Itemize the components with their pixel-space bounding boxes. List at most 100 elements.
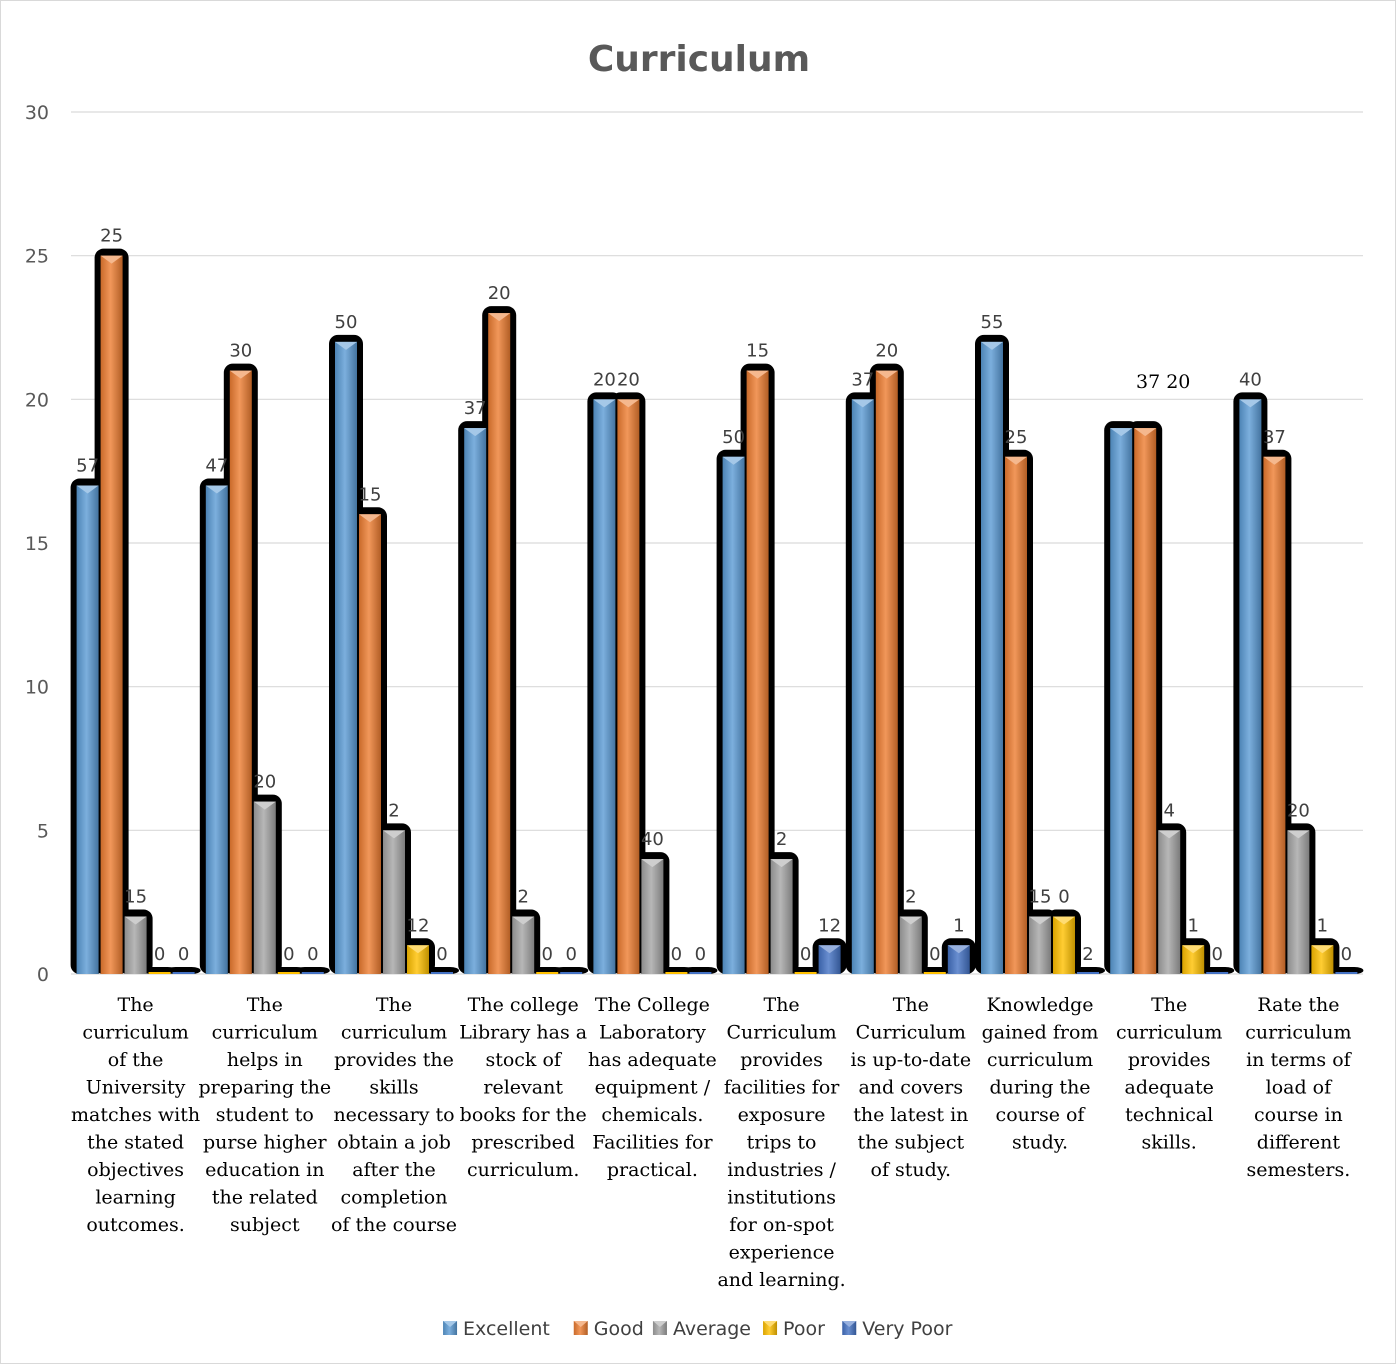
bar-bevel [1005, 456, 1027, 465]
category-label-line: The [893, 994, 929, 1016]
bar-good [1263, 456, 1286, 974]
category-label-line: facilities for [724, 1077, 840, 1099]
category-label-line: the stated [87, 1132, 184, 1154]
data-label: 20 [875, 341, 898, 362]
bar-poor [794, 972, 817, 974]
data-label: 0 [436, 944, 447, 965]
category-group: 55 25 15 0 2 Knowledge gained from curriculum du… [975, 312, 1105, 1154]
bar-very-poor [431, 972, 453, 974]
bar-bevel [1263, 456, 1286, 465]
data-label: 1 [953, 915, 964, 936]
category-label-line: learning [95, 1187, 175, 1209]
bar-bevel [899, 916, 922, 925]
bar-good [746, 370, 769, 975]
category-label-line: institutions [727, 1187, 836, 1209]
category-label-line: The College [595, 994, 710, 1016]
category-label-line: Library has a [459, 1022, 587, 1044]
legend-swatch-bevel [763, 1321, 778, 1327]
bar-average [253, 801, 276, 974]
category-group: 40 37 20 10 Rate the curriculum in terms of loa… [1233, 369, 1364, 1181]
bar-poor [277, 972, 300, 974]
data-label: 37 [464, 398, 487, 419]
data-label: 15 [359, 484, 382, 505]
data-label: 37 20 [1136, 371, 1190, 393]
category-label-line: completion [341, 1187, 448, 1209]
bar-bevel [746, 370, 769, 379]
category-label-line: curriculum [82, 1022, 188, 1044]
legend-swatch-bevel [573, 1321, 588, 1327]
bar-good [100, 255, 123, 974]
category-label-line: study. [1012, 1132, 1068, 1154]
bar-poor [1311, 945, 1334, 974]
data-label: 0 [1341, 944, 1352, 965]
data-label: 20 [617, 369, 640, 390]
data-label: 0 [671, 944, 682, 965]
bar-good [1134, 428, 1157, 975]
category-label-line: provides [1128, 1049, 1211, 1071]
category-label-line: adequate [1125, 1077, 1214, 1099]
bar-average [770, 859, 793, 974]
bar-excellent [335, 341, 357, 974]
bar-average [512, 916, 535, 974]
category-label-line: for on-spot [729, 1214, 834, 1236]
category-label-line: course of [996, 1104, 1087, 1126]
data-label: 0 [1211, 944, 1222, 965]
bar-excellent [851, 399, 874, 974]
bar-poor [148, 972, 171, 974]
data-label: 1 [1187, 915, 1198, 936]
category-label-line: purse higher [203, 1132, 327, 1154]
bar-bevel [383, 830, 405, 839]
category-label-line: different [1257, 1132, 1341, 1154]
data-label: 57 [76, 456, 99, 477]
category-label-line: is up-to-date [851, 1049, 972, 1071]
data-label: 37 [851, 369, 874, 390]
data-label: 0 [541, 944, 552, 965]
data-label: 0 [800, 944, 811, 965]
legend-item: Excellent [443, 1318, 550, 1340]
bar-bevel [1110, 428, 1133, 437]
category-group: 4 10 The curriculum provides adequate technica… [1104, 421, 1235, 1154]
data-label: 40 [1239, 369, 1262, 390]
bar-good [488, 313, 511, 975]
data-label: 2 [1082, 944, 1093, 965]
bar-bevel [1053, 916, 1075, 925]
category-label-line: experience [729, 1242, 835, 1264]
category-label-line: curriculum. [467, 1159, 579, 1181]
category-label-line: The [764, 994, 800, 1016]
data-label: 50 [335, 312, 358, 333]
category-label-line: industries / [727, 1159, 836, 1181]
data-label: 2 [517, 887, 528, 908]
data-label: 15 [746, 341, 769, 362]
bar-poor [1182, 945, 1205, 974]
y-tick-label: 30 [25, 102, 49, 124]
data-label: 4 [1163, 800, 1174, 821]
legend-item: Very Poor [842, 1318, 953, 1340]
category-label-line: The college [468, 994, 579, 1016]
data-label: 37 [1263, 427, 1286, 448]
data-label: 20 [488, 283, 511, 304]
bar-bevel [947, 945, 970, 954]
y-tick-label: 5 [37, 820, 49, 842]
bar-poor [1053, 916, 1075, 974]
bar-excellent [722, 456, 745, 974]
category-label-line: of study. [871, 1159, 952, 1181]
bar-bevel [818, 945, 841, 954]
bar-bevel [770, 859, 793, 868]
bar-good [617, 399, 640, 974]
bar-bevel [335, 341, 357, 350]
legend-label: Excellent [463, 1318, 550, 1340]
bar-bevel [641, 859, 664, 868]
data-label: 20 [1287, 800, 1310, 821]
legend-item: Poor [763, 1318, 825, 1340]
category-label-line: and covers [858, 1077, 963, 1099]
category-label-line: subject [230, 1214, 300, 1236]
data-label: 30 [229, 341, 252, 362]
legend-swatch-bevel [842, 1321, 857, 1327]
data-label: 20 [253, 772, 276, 793]
category-label-line: exposure [738, 1104, 826, 1126]
bar-average [641, 859, 664, 974]
data-label: 0 [154, 944, 165, 965]
category-label-line: the related [212, 1187, 318, 1209]
